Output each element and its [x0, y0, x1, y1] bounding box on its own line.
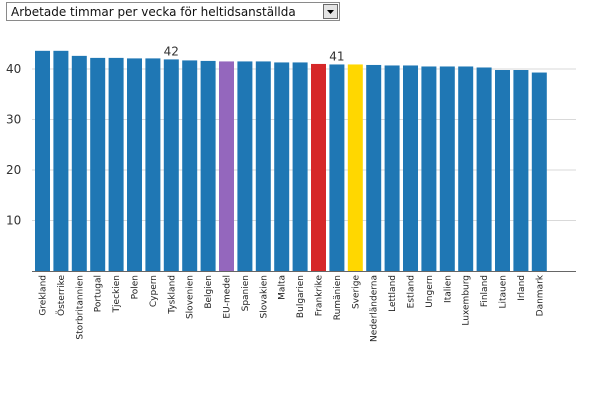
x-tick-label-italien: Italien	[443, 275, 453, 303]
bar-danmark	[531, 72, 547, 271]
bar-malta	[274, 62, 290, 272]
chevron-down-icon[interactable]	[323, 4, 338, 19]
bar-storbritannien	[71, 55, 87, 272]
bar-estland	[403, 65, 418, 271]
bar-irland	[513, 70, 529, 271]
y-tick-label-10: 10	[6, 214, 21, 228]
bar-italien	[439, 66, 455, 271]
x-tick-label-rumanien: Rumänien	[333, 275, 343, 320]
bar-eu-medel	[219, 61, 234, 271]
x-tick-label-grekland: Grekland	[39, 275, 49, 316]
indicator-dropdown[interactable]: Arbetade timmar per vecka för heltidsans…	[6, 2, 340, 21]
bar-frankrike	[311, 63, 326, 272]
bar-osterrike	[53, 50, 69, 271]
bar-rumanien	[329, 64, 345, 271]
bar-slovakien	[255, 61, 271, 271]
bar-spanien	[237, 61, 253, 271]
bar-litauen	[495, 70, 510, 271]
x-tick-label-spanien: Spanien	[241, 275, 251, 311]
x-tick-label-ungern: Ungern	[425, 275, 435, 308]
bar-tjeckien	[108, 57, 124, 271]
bar-grekland	[35, 50, 50, 271]
indicator-dropdown-label: Arbetade timmar per vecka för heltidsans…	[11, 5, 296, 19]
x-tick-label-portugal: Portugal	[94, 275, 104, 312]
x-tick-label-sverige: Sverige	[351, 275, 361, 309]
x-tick-label-eu-medel: EU-medel	[223, 275, 233, 319]
x-tick-label-irland: Irland	[517, 275, 527, 301]
x-tick-label-tyskland: Tyskland	[167, 275, 177, 315]
x-tick-label-frankrike: Frankrike	[315, 275, 325, 317]
bar-tyskland	[163, 59, 179, 271]
bar-bulgarien	[292, 62, 308, 272]
bar-polen	[127, 58, 142, 271]
bar-finland	[476, 67, 492, 271]
x-tick-label-luxemburg: Luxemburg	[462, 275, 472, 326]
x-tick-label-estland: Estland	[407, 275, 417, 308]
bar-slovenien	[182, 60, 198, 271]
value-label-rumanien: 41	[329, 49, 344, 63]
x-tick-label-storbritannien: Storbritannien	[75, 275, 85, 340]
x-tick-label-slovakien: Slovakien	[259, 275, 269, 319]
bar-cypern	[145, 58, 161, 271]
x-tick-label-nederlanderna: Nederländerna	[370, 275, 380, 342]
x-tick-label-malta: Malta	[278, 275, 288, 300]
x-tick-label-polen: Polen	[131, 275, 141, 299]
x-tick-label-danmark: Danmark	[535, 274, 545, 316]
x-tick-label-slovenien: Slovenien	[186, 275, 196, 319]
x-tick-label-cypern: Cypern	[149, 275, 159, 307]
bar-sverige	[347, 64, 363, 271]
x-tick-label-belgien: Belgien	[204, 275, 214, 309]
value-label-tyskland: 42	[164, 44, 179, 58]
bar-portugal	[90, 57, 106, 271]
x-tick-label-litauen: Litauen	[499, 275, 509, 309]
y-tick-label-20: 20	[6, 163, 21, 177]
y-tick-label-40: 40	[6, 62, 21, 76]
x-tick-label-lettland: Lettland	[388, 275, 398, 312]
y-tick-label-30: 30	[6, 113, 21, 127]
x-tick-label-tjeckien: Tjeckien	[112, 275, 122, 313]
bar-luxemburg	[458, 66, 474, 271]
x-tick-label-osterrike: Österrike	[56, 275, 67, 316]
x-tick-label-bulgarien: Bulgarien	[296, 275, 306, 318]
x-tick-label-finland: Finland	[480, 275, 490, 307]
bar-ungern	[421, 66, 437, 271]
bar-belgien	[200, 60, 216, 271]
bar-lettland	[384, 65, 400, 271]
bar-nederlanderna	[366, 64, 382, 272]
